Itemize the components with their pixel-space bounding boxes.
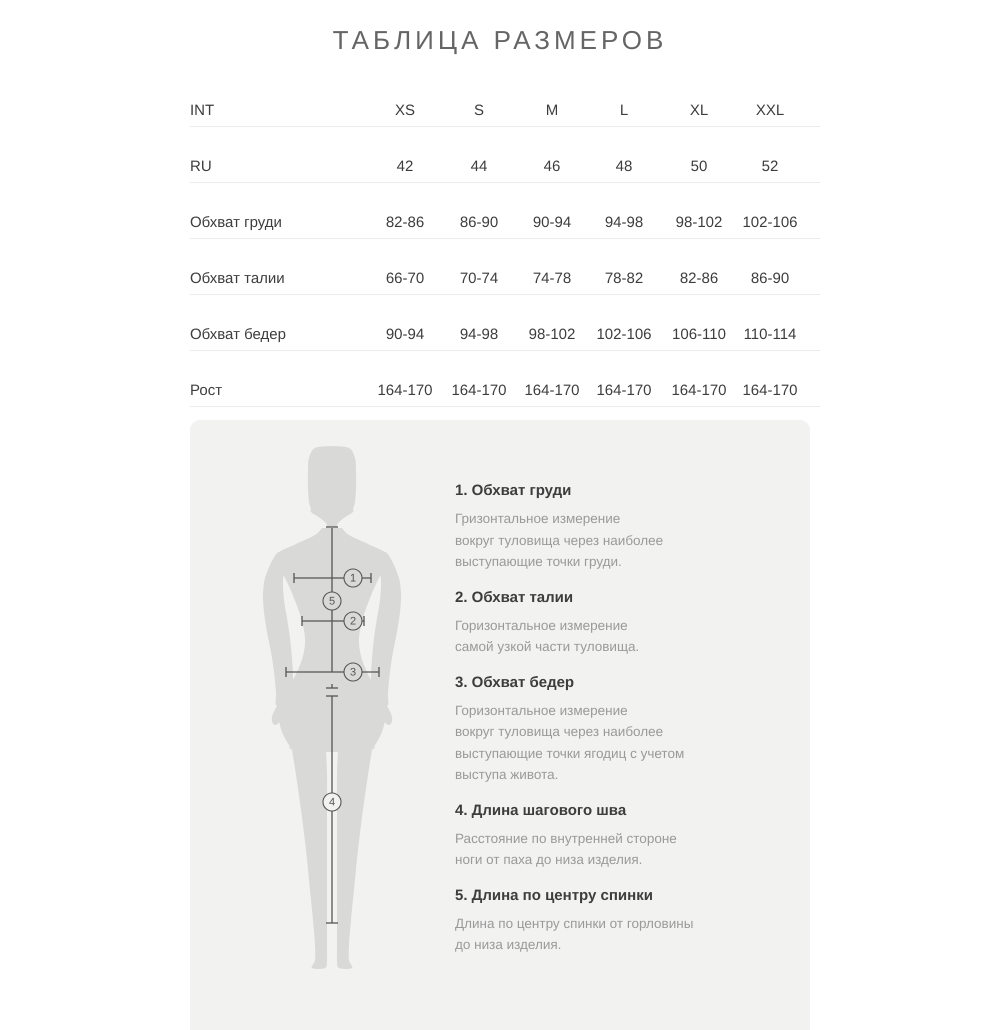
svg-text:2: 2 [350,616,356,628]
svg-text:4: 4 [329,797,335,809]
svg-text:5: 5 [329,596,335,608]
svg-text:1: 1 [350,573,356,585]
svg-text:3: 3 [350,667,356,679]
